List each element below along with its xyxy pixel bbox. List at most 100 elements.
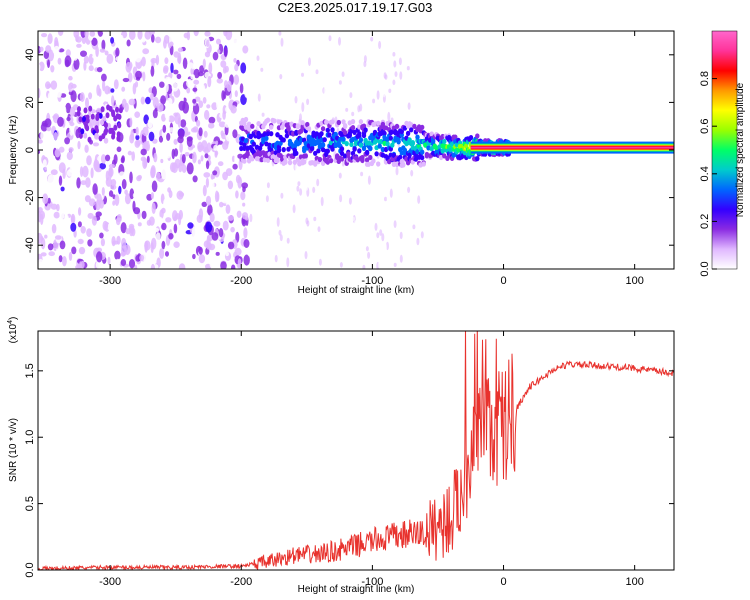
heatmap-cell	[48, 186, 55, 198]
heatmap-cell	[181, 154, 186, 164]
heatmap-cell	[338, 36, 341, 46]
heatmap-cell	[196, 119, 201, 127]
heatmap-cell	[342, 228, 346, 237]
heatmap-cell	[204, 153, 209, 159]
heatmap-cell	[222, 220, 229, 231]
heatmap-cell	[420, 223, 424, 231]
heatmap-cell	[352, 146, 357, 152]
heatmap-cell	[132, 192, 138, 199]
heatmap-cell	[198, 246, 203, 255]
snr-x-label: Height of straight line (km)	[298, 584, 415, 595]
colorbar-frame	[711, 30, 738, 270]
heatmap-cell	[115, 258, 121, 266]
heatmap-cell	[211, 232, 219, 241]
heatmap-cell	[339, 156, 345, 162]
heatmap-cell	[272, 78, 276, 85]
heatmap-cell	[234, 153, 238, 165]
heatmap-cell	[350, 119, 356, 125]
x-tick-label: 0	[500, 576, 506, 588]
heatmap-cell	[166, 168, 171, 176]
heatmap-cell	[297, 181, 301, 187]
heatmap-cell	[105, 112, 110, 119]
heatmap-cell	[58, 162, 66, 174]
heatmap-cell	[42, 159, 47, 168]
heatmap-cell	[110, 88, 115, 93]
heatmap-cell	[117, 214, 122, 222]
heatmap-cell	[78, 77, 84, 88]
heatmap-cell	[115, 106, 119, 113]
heatmap-cell	[292, 204, 296, 214]
heatmap-cell	[264, 93, 268, 100]
heatmap-cell	[137, 222, 142, 227]
heatmap-cell	[102, 220, 109, 231]
heatmap-cell	[220, 261, 227, 269]
heatmap-cell	[176, 190, 184, 200]
heatmap-cell	[259, 242, 263, 251]
heatmap-cell	[50, 65, 55, 73]
heatmap-cell	[180, 240, 186, 246]
heatmap-cell	[191, 127, 197, 133]
heatmap-cell	[111, 130, 116, 137]
heatmap-cell	[300, 120, 305, 126]
heatmap-cell	[306, 98, 310, 106]
heatmap-cell	[383, 72, 387, 79]
heatmap-cell	[99, 162, 106, 170]
heatmap-cell	[116, 146, 122, 153]
heatmap-cell	[475, 133, 480, 139]
heatmap-cell	[121, 179, 127, 190]
heatmap-cell	[416, 237, 420, 246]
heatmap-cell	[165, 217, 172, 223]
x-tick-label: -100	[361, 275, 383, 287]
heatmap-cell	[217, 161, 224, 167]
heatmap-cell	[197, 71, 204, 77]
heatmap-cell	[157, 102, 164, 113]
heatmap-cell	[186, 87, 191, 94]
heatmap-cell	[128, 259, 136, 269]
heatmap-cell	[140, 148, 147, 156]
heatmap-cell	[82, 165, 89, 178]
heatmap-cell	[109, 71, 116, 81]
snr-x-axis: -300 -200 -100 0 100	[99, 331, 644, 588]
heatmap-cell	[161, 113, 166, 122]
heatmap-cell	[209, 212, 215, 223]
heatmap-cell	[125, 61, 132, 73]
heatmap-cell	[53, 211, 60, 219]
heatmap-cell	[78, 246, 86, 255]
heatmap-cell	[151, 34, 155, 43]
heatmap-cell	[245, 215, 249, 221]
heatmap-cell	[68, 84, 73, 90]
heatmap-cell	[338, 172, 342, 179]
heatmap-cell	[412, 224, 416, 230]
heatmap-cell	[135, 70, 142, 80]
heatmap-cell	[60, 186, 65, 192]
heatmap-cell	[64, 236, 69, 246]
heatmap-cell	[105, 177, 113, 187]
heatmap-cell	[85, 177, 91, 188]
heatmap-cell	[151, 202, 156, 214]
heatmap-cell	[58, 175, 63, 186]
heatmap-cell	[362, 264, 366, 269]
heatmap-cell	[202, 58, 206, 69]
heatmap-cell	[416, 179, 420, 187]
heatmap-cell	[52, 259, 59, 269]
heatmap-cell	[316, 178, 320, 187]
heatmap-cell	[349, 92, 353, 99]
heatmap-cell	[257, 103, 261, 113]
heatmap-cell	[286, 146, 291, 152]
heatmap-cell	[80, 180, 87, 186]
snr-frame	[37, 330, 675, 571]
heatmap-cell	[319, 131, 324, 137]
heatmap-cell	[330, 127, 335, 133]
heatmap-cell	[406, 168, 409, 173]
heatmap-cell	[391, 161, 397, 167]
heatmap-cell	[38, 88, 41, 99]
heatmap-cell	[214, 151, 218, 158]
heatmap-cell	[73, 185, 77, 196]
carrier-band	[470, 146, 674, 149]
heatmap-cell	[110, 179, 117, 187]
heatmap-cell	[243, 116, 249, 123]
heatmap-cell	[394, 123, 400, 129]
heatmap-cell	[245, 249, 248, 254]
heatmap-cell	[144, 240, 151, 251]
